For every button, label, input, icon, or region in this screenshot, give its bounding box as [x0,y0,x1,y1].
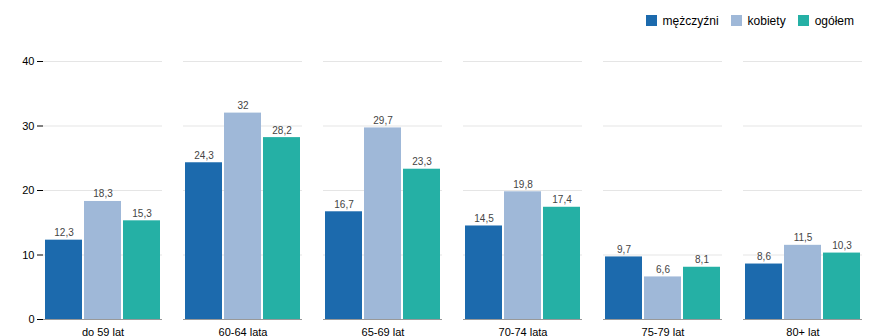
svg-text:16,7: 16,7 [334,199,354,210]
svg-text:6,6: 6,6 [656,264,670,275]
svg-text:29,7: 29,7 [373,115,393,126]
svg-text:9,7: 9,7 [617,244,631,255]
svg-text:12,3: 12,3 [54,227,74,238]
svg-text:10,3: 10,3 [832,240,852,251]
svg-text:20: 20 [22,184,34,196]
svg-text:0: 0 [28,313,34,325]
svg-text:28,2: 28,2 [272,125,292,136]
html-text:ogółem: ogółem [814,13,854,28]
svg-text:23,3: 23,3 [412,156,432,167]
svg-text:15,3: 15,3 [132,208,152,219]
svg-text:14,5: 14,5 [474,213,494,224]
html-text:kobiety: kobiety [747,13,786,28]
svg-text:do 59 lat: do 59 lat [82,326,124,336]
svg-text:60-64 lata: 60-64 lata [219,326,269,336]
svg-text:65-69 lat: 65-69 lat [362,326,405,336]
svg-text:11,5: 11,5 [794,232,813,243]
svg-text:18,3: 18,3 [93,188,113,199]
svg-text:70-74 lata: 70-74 lata [499,326,549,336]
svg-text:32: 32 [237,100,249,111]
svg-text:80+ lat: 80+ lat [786,326,819,336]
svg-text:10: 10 [22,249,34,261]
svg-text:75-79 lat: 75-79 lat [642,326,685,336]
svg-text:8,1: 8,1 [695,254,709,265]
svg-text:19,8: 19,8 [513,179,533,190]
svg-text:8,6: 8,6 [757,251,771,262]
svg-text:30: 30 [22,120,34,132]
html-text:mężczyźni: mężczyźni [662,13,719,28]
svg-text:24,3: 24,3 [194,150,214,161]
svg-text:40: 40 [22,55,34,67]
svg-text:17,4: 17,4 [552,194,572,205]
